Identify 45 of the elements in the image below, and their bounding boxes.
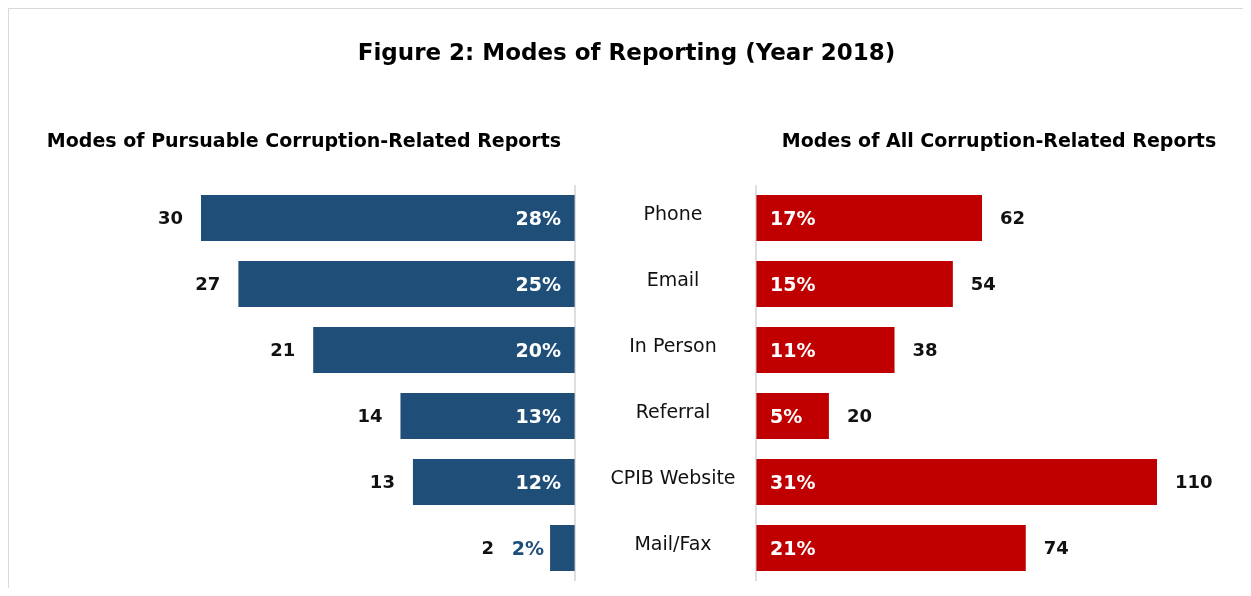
data-label: 13 — [369, 470, 395, 492]
y-tick-label: Mail/Fax — [634, 532, 712, 554]
y-tick-label: Phone — [643, 202, 703, 224]
bar — [400, 392, 575, 439]
data-label: 62 — [1000, 206, 1026, 228]
annotation: 12% — [515, 470, 561, 493]
data-label: 38 — [912, 338, 938, 360]
bar — [313, 326, 575, 373]
annotation: 20% — [515, 338, 561, 361]
data-label: 27 — [195, 272, 221, 294]
bar — [412, 458, 575, 505]
chart-subtitle: Modes of Pursuable Corruption-Related Reports — [45, 129, 563, 151]
chart-subtitle: Modes of All Corruption-Related Reports — [780, 129, 1218, 151]
data-label: 30 — [157, 206, 183, 228]
annotation: 21% — [770, 536, 816, 559]
bar — [238, 260, 575, 307]
data-label: 21 — [270, 338, 296, 360]
data-label: 74 — [1043, 536, 1069, 558]
annotation: 5% — [770, 404, 803, 427]
bar — [756, 524, 1026, 571]
text: Figure 2: Modes of Reporting (Year 2018) — [356, 39, 897, 65]
annotation: 28% — [515, 206, 561, 229]
annotation: 25% — [515, 272, 561, 295]
y-tick-label: Email — [646, 268, 700, 290]
annotation: 13% — [515, 404, 561, 427]
annotation: 2% — [511, 536, 545, 559]
data-label: 54 — [970, 272, 996, 294]
y-tick-label: CPIB Website — [610, 466, 736, 488]
annotation: 17% — [770, 206, 816, 229]
bar — [756, 392, 829, 439]
bar — [550, 524, 575, 571]
data-label: 2 — [481, 536, 495, 558]
data-label: 14 — [357, 404, 383, 426]
bar — [756, 194, 983, 241]
bar — [756, 326, 895, 373]
bar — [201, 194, 575, 241]
annotation: 11% — [770, 338, 816, 361]
data-label: 110 — [1175, 470, 1213, 492]
annotation: 15% — [770, 272, 816, 295]
annotation: 31% — [770, 470, 816, 493]
data-label: 20 — [846, 404, 872, 426]
y-tick-label: Referral — [635, 400, 711, 422]
bar — [756, 260, 953, 307]
y-tick-label: In Person — [629, 334, 717, 356]
bar — [756, 458, 1157, 505]
